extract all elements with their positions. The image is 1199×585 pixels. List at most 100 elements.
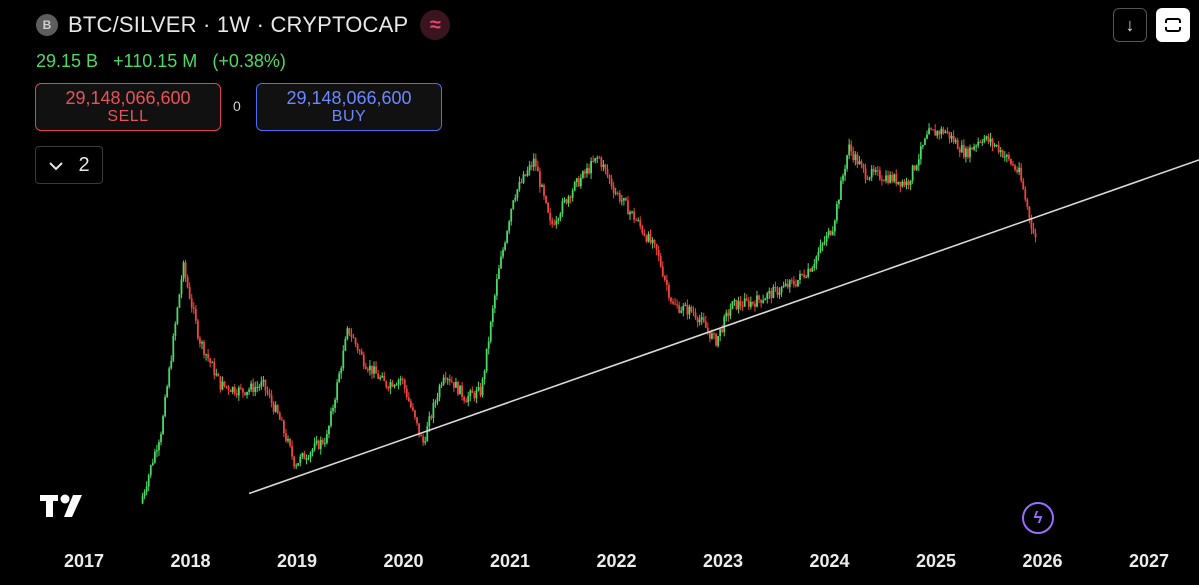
candle-body	[850, 144, 853, 152]
trendline[interactable]	[248, 157, 1199, 495]
candle-body	[694, 312, 697, 318]
candle-body	[502, 249, 504, 257]
candle-body	[424, 441, 427, 443]
sell-button[interactable]: 29,148,066,600 SELL	[35, 83, 221, 131]
candle-body	[332, 407, 334, 412]
candle-body	[291, 445, 293, 457]
candle-body	[395, 384, 398, 386]
x-tick-label: 2020	[383, 551, 424, 571]
candle-body	[459, 385, 461, 395]
candle-body	[561, 201, 564, 214]
candle-body	[346, 328, 349, 339]
buy-price: 29,148,066,600	[286, 88, 412, 108]
candle-body	[246, 391, 248, 396]
candle-body	[723, 316, 726, 333]
candle-body	[473, 393, 476, 399]
candle-body	[1034, 233, 1037, 238]
candle-body	[448, 378, 451, 382]
candle-body	[412, 407, 414, 411]
candle-body	[942, 128, 945, 133]
candle-body	[858, 161, 861, 165]
candle-body	[450, 381, 453, 383]
candle-body	[801, 273, 803, 275]
candle-body	[553, 223, 556, 225]
candle-body	[795, 284, 797, 287]
candle-body	[1010, 159, 1012, 165]
indicators-collapse-button[interactable]: 2	[35, 146, 103, 184]
candle-body	[838, 199, 840, 205]
candle-body	[539, 171, 541, 187]
candle-body	[883, 180, 885, 182]
candle-body	[401, 378, 404, 380]
candle-body	[848, 144, 851, 156]
fullscreen-button[interactable]	[1156, 8, 1190, 42]
candle-body	[948, 131, 951, 139]
candle-body	[446, 378, 449, 380]
candle-body	[235, 393, 238, 396]
wave-icon[interactable]: ≈	[420, 10, 451, 40]
candle-body	[715, 334, 717, 346]
candle-body	[418, 423, 420, 436]
candle-body	[381, 375, 384, 378]
candle-body	[301, 453, 304, 457]
candle-body	[436, 397, 439, 402]
candle-body	[741, 305, 744, 307]
x-tick-label: 2018	[170, 551, 211, 571]
candle-body	[926, 134, 928, 139]
candle-body	[729, 309, 732, 316]
download-button[interactable]: ↓	[1113, 8, 1147, 42]
candle-body	[1001, 150, 1004, 158]
candle-body	[893, 174, 896, 182]
candle-body	[186, 277, 189, 287]
lightning-icon[interactable]: ϟ	[1022, 502, 1054, 534]
candle-body	[328, 425, 330, 435]
candle-body	[633, 211, 636, 220]
candle-body	[477, 386, 480, 391]
candle-body	[956, 140, 959, 150]
candle-body	[780, 287, 783, 293]
candle-body	[907, 181, 910, 185]
candle-body	[971, 147, 973, 150]
candle-body	[1028, 206, 1031, 219]
candle-body	[987, 136, 990, 142]
candle-body	[760, 299, 762, 303]
candle-body	[887, 175, 889, 183]
candle-body	[819, 245, 822, 252]
candle-body	[1008, 154, 1010, 160]
candle-body	[278, 413, 281, 420]
candle-body	[768, 290, 771, 294]
candle-body	[827, 230, 830, 236]
candle-body	[754, 303, 756, 307]
candle-body	[618, 193, 621, 202]
candle-body	[579, 177, 582, 187]
candle-body	[393, 384, 396, 387]
candle-body	[266, 390, 269, 394]
candle-body	[817, 251, 820, 257]
candle-body	[686, 304, 689, 315]
candle-body	[782, 285, 785, 288]
candle-body	[909, 180, 912, 185]
candle-body	[620, 200, 623, 202]
candle-body	[344, 338, 347, 351]
candle-body	[432, 403, 435, 418]
candle-body	[260, 381, 263, 387]
candle-body	[954, 140, 957, 142]
candle-body	[512, 200, 515, 209]
candle-body	[881, 179, 883, 181]
candle-body	[940, 128, 943, 135]
candle-body	[917, 159, 920, 166]
candle-body	[960, 145, 963, 153]
candle-body	[874, 170, 877, 172]
symbol-title[interactable]: BTC/SILVER · 1W · CRYPTOCAP	[68, 12, 409, 37]
candle-body	[809, 268, 812, 272]
candle-body	[569, 196, 572, 198]
candle-body	[903, 181, 906, 186]
candle-body	[338, 373, 341, 383]
candle-body	[258, 386, 261, 388]
candle-body	[158, 442, 160, 451]
buy-button[interactable]: 29,148,066,600 BUY	[256, 83, 442, 131]
candle-body	[315, 440, 318, 444]
candle-body	[582, 171, 584, 178]
candle-body	[588, 168, 590, 174]
